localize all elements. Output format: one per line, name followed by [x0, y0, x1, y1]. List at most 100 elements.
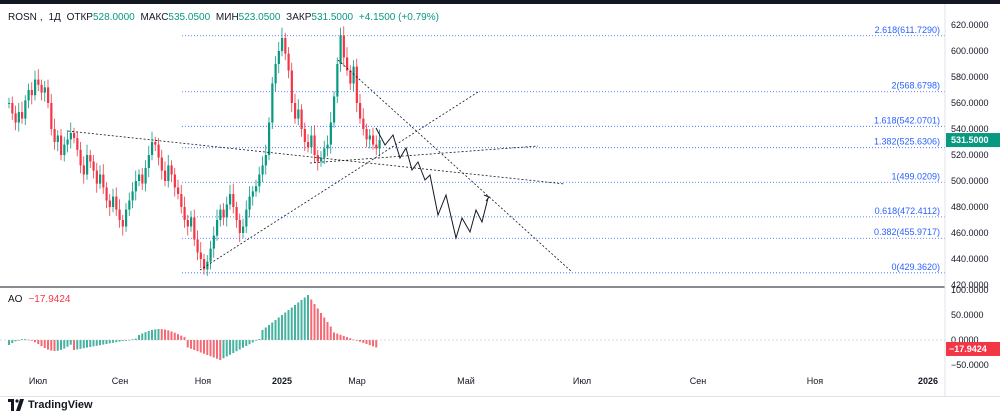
time-tick: Июл: [29, 376, 47, 386]
candle-body: [339, 35, 342, 64]
tradingview-brand[interactable]: TradingView: [8, 399, 93, 411]
price-chart[interactable]: 2.618(611.7290) 2(568.6798) 1.618(542.0701…: [0, 0, 1000, 396]
fib-level-label: 2(568.6798): [891, 81, 940, 91]
ao-bar: [342, 335, 345, 340]
price-tick: 560.0000: [951, 98, 989, 108]
ao-bar: [186, 340, 189, 348]
time-tick: Ноя: [195, 376, 212, 386]
current-price-label: 531.5000: [951, 135, 989, 145]
ao-bar: [284, 312, 287, 340]
candle-body: [258, 174, 261, 187]
candle-body: [34, 79, 37, 96]
ao-bar: [203, 340, 205, 354]
ao-bar: [196, 340, 199, 352]
ao-bar: [368, 340, 371, 346]
change-value: +4.1500 (+0.79%): [358, 12, 439, 23]
candle-body: [154, 142, 157, 145]
candle-body: [326, 144, 329, 149]
candle-body: [362, 118, 365, 129]
candle-body: [173, 174, 176, 188]
ao-bar: [53, 340, 56, 351]
candle-body: [229, 194, 232, 205]
candle-body: [53, 129, 56, 142]
candle-body: [157, 144, 160, 158]
candle-body: [27, 90, 30, 101]
price-tick: 520.0000: [951, 150, 989, 160]
ao-bar: [102, 340, 105, 345]
ao-bar: [190, 340, 192, 349]
candle-body: [186, 220, 189, 227]
ao-tick: 0.0000: [951, 335, 979, 345]
ao-bar: [346, 337, 348, 340]
candle-body: [24, 100, 27, 119]
candle-body: [190, 217, 193, 227]
candle-body: [99, 174, 102, 184]
current-price-badge: [946, 133, 1000, 148]
candle-body: [8, 103, 11, 104]
ao-bar: [86, 340, 88, 348]
ao-bar: [238, 340, 241, 350]
ao-bar: [261, 330, 264, 340]
ao-bar: [225, 340, 228, 357]
price-tick: 420.0000: [951, 280, 989, 290]
fib-level-label: 0(429.3620): [891, 262, 940, 272]
ao-bar: [73, 340, 75, 350]
candle-body: [255, 186, 258, 192]
candle-body: [112, 196, 115, 207]
ao-bar: [349, 338, 352, 340]
price-tick: 500.0000: [951, 176, 989, 186]
high-label: МАКС: [140, 12, 169, 23]
ao-bar: [69, 340, 72, 345]
ao-bar: [271, 322, 274, 340]
candle-body: [323, 148, 326, 158]
ao-bar: [99, 340, 101, 346]
candle-body: [76, 138, 79, 150]
ao-legend[interactable]: AO −17.9424: [8, 294, 70, 305]
candle-body: [284, 38, 287, 54]
ao-bar: [144, 332, 147, 340]
candle-body: [212, 235, 215, 249]
candle-body: [30, 90, 33, 96]
candle-body: [66, 139, 69, 145]
candle-body: [368, 135, 371, 140]
candle-body: [37, 79, 40, 85]
trend-drawings[interactable]: [67, 59, 573, 273]
projection-arrow-icon: [483, 194, 490, 202]
ao-bar: [303, 297, 306, 340]
ao-bar: [63, 340, 66, 349]
footer-bar: [0, 396, 1000, 417]
fibonacci-extension[interactable]: 2.618(611.7290) 2(568.6798) 1.618(542.0701…: [182, 25, 945, 274]
candle-body: [164, 170, 167, 181]
candle-body: [170, 165, 173, 175]
ao-bar: [333, 332, 335, 340]
candle-body: [203, 259, 206, 270]
ao-bar: [294, 305, 296, 340]
interval-label[interactable]: 1Д: [48, 12, 61, 23]
candle-body: [151, 142, 154, 155]
candle-body: [196, 239, 199, 253]
candle-body: [118, 209, 121, 220]
price-tick: 540.0000: [951, 124, 989, 134]
candle-body: [352, 66, 355, 84]
ao-bar: [134, 338, 137, 340]
candle-body: [115, 196, 118, 210]
candle-body: [89, 155, 92, 162]
candle-body: [372, 135, 375, 145]
time-tick: Июл: [573, 376, 591, 386]
candle-body: [160, 157, 163, 171]
time-tick: Сен: [690, 376, 707, 386]
symbol-legend[interactable]: ROSN, 1Д ОТКР528.0000 МАКС535.0500 МИН52…: [8, 12, 439, 23]
symbol-name[interactable]: ROSN: [8, 12, 37, 23]
ao-bar: [60, 340, 62, 350]
candle-body: [125, 209, 128, 227]
price-tick: 580.0000: [951, 72, 989, 82]
ao-bar: [290, 307, 293, 340]
ao-bar: [108, 340, 111, 344]
candle-body: [102, 174, 105, 188]
ao-bar: [30, 340, 33, 341]
ao-bar: [170, 331, 173, 340]
ao-value: −17.9424: [28, 294, 71, 305]
candle-body: [105, 187, 108, 201]
ao-bar: [206, 340, 209, 355]
candle-body: [193, 217, 196, 240]
